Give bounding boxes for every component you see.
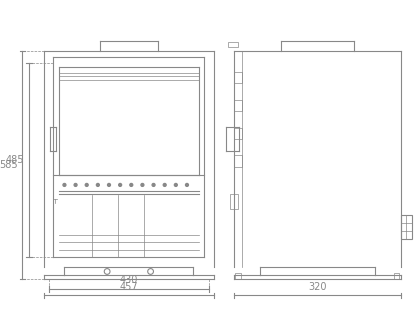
Bar (230, 194, 238, 209)
Circle shape (108, 184, 110, 186)
Bar (234, 72, 242, 83)
Bar (234, 99, 242, 111)
Circle shape (97, 184, 99, 186)
Circle shape (119, 184, 121, 186)
Circle shape (63, 184, 66, 186)
Bar (394, 273, 399, 279)
Bar (234, 155, 242, 167)
Bar (235, 273, 241, 279)
Circle shape (74, 184, 77, 186)
Circle shape (130, 184, 133, 186)
Bar (234, 128, 242, 139)
Bar (401, 215, 412, 239)
Circle shape (163, 184, 166, 186)
Circle shape (174, 184, 177, 186)
Bar (228, 42, 238, 47)
Text: 485: 485 (6, 155, 25, 165)
Text: 430: 430 (120, 275, 138, 285)
Text: 457: 457 (119, 281, 138, 292)
Text: 320: 320 (308, 281, 327, 292)
Circle shape (152, 184, 155, 186)
Circle shape (85, 184, 88, 186)
Text: 585: 585 (0, 160, 18, 170)
Circle shape (186, 184, 188, 186)
Circle shape (141, 184, 144, 186)
